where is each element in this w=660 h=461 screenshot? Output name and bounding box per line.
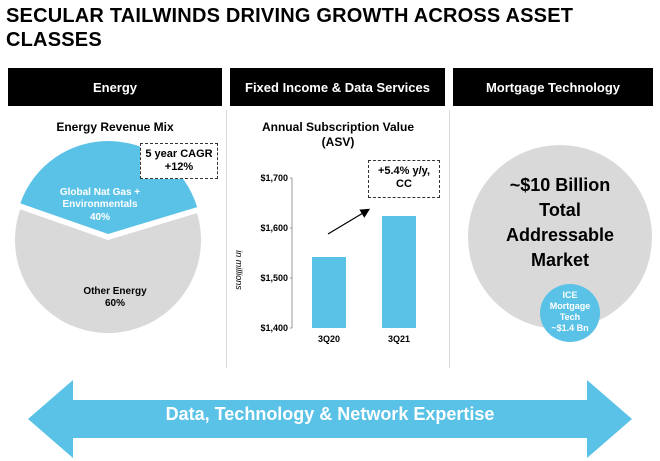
ice-line2: Mortgage: [549, 301, 591, 311]
x-tick-label: 3Q20: [318, 334, 340, 344]
x-tick-label: 3Q21: [388, 334, 410, 344]
pie-label-gas-line2: Environmentals: [62, 199, 137, 210]
page-title: SECULAR TAILWINDS DRIVING GROWTH ACROSS …: [6, 5, 574, 51]
ice-mortgage-circle: ICE Mortgage Tech ~$1.4 Bn: [540, 284, 600, 342]
y-tick-label: $1,600: [260, 223, 288, 233]
bar-3q20: [312, 257, 346, 328]
market-line3: Addressable: [505, 225, 615, 245]
arrow-label: Data, Technology & Network Expertise: [165, 404, 495, 424]
market-line4: Market: [530, 250, 590, 270]
ice-line3: Tech: [559, 312, 581, 322]
cagr-line1: 5 year CAGR: [145, 148, 213, 160]
energy-chart-title: Energy Revenue Mix: [56, 120, 174, 134]
asv-chart-title: Annual Subscription Value (ASV): [232, 120, 444, 150]
pie-label-other: Other Energy: [83, 286, 147, 297]
section-header-energy: Energy: [8, 68, 222, 106]
growth-line1: +5.4% y/y,: [377, 165, 431, 177]
y-tick-label: $1,400: [260, 323, 288, 333]
bar-3q21: [382, 216, 416, 328]
y-tick-label: $1,500: [260, 273, 288, 283]
cagr-line2: +12%: [164, 161, 194, 173]
asv-bar-chart: $1,400 $1,500 $1,600 $1,700 3Q20 3Q21 in mil…: [234, 173, 416, 344]
asv-title-line1: Annual Subscription Value: [261, 120, 415, 134]
growth-line2: CC: [396, 178, 412, 190]
growth-arrow: [327, 208, 371, 235]
pie-label-gas-line1: Global Nat Gas +: [60, 187, 140, 198]
cagr-callout: 5 year CAGR +12%: [140, 143, 218, 179]
asv-title-line2: (ASV): [321, 135, 355, 149]
ice-line4: ~$1.4 Bn: [551, 323, 589, 333]
y-tick-label: $1,700: [260, 173, 288, 183]
market-text: ~$10 Billion Total Addressable Market: [478, 173, 642, 273]
y-axis-label: in millions: [234, 250, 244, 290]
market-line1: ~$10 Billion: [509, 175, 611, 195]
pie-value-gas: 40%: [90, 212, 110, 223]
section-header-fixed-income: Fixed Income & Data Services: [230, 68, 445, 106]
section-header-mortgage: Mortgage Technology: [453, 68, 653, 106]
section-divider: [449, 110, 450, 368]
double-arrow-icon: [28, 380, 632, 458]
market-line2: Total: [539, 200, 581, 220]
growth-callout: +5.4% y/y, CC: [368, 160, 440, 198]
ice-line1: ICE: [562, 290, 578, 300]
pie-slice-other: [15, 209, 201, 333]
pie-value-other: 60%: [105, 298, 125, 309]
section-divider: [226, 110, 227, 368]
